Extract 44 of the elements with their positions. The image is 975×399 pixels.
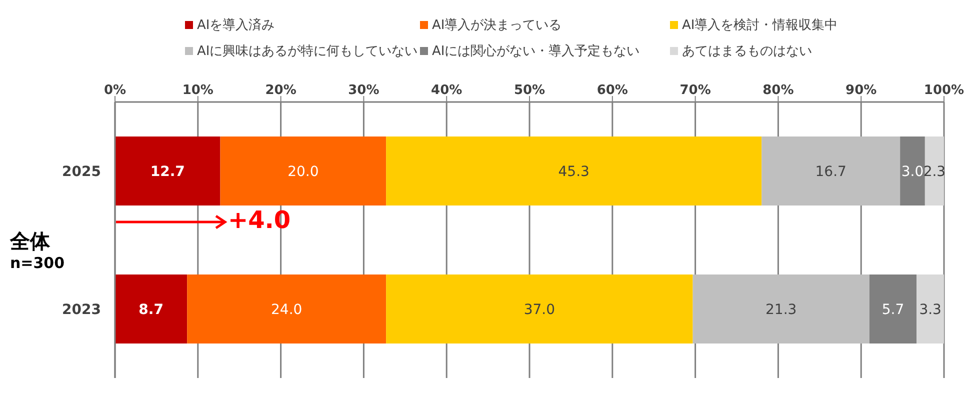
data-label: 5.7 [882,302,904,318]
data-label: 16.7 [815,164,846,180]
bar [220,136,386,206]
bar [115,274,188,344]
x-tick-label: 100% [924,83,964,98]
annotation: +4.0 [228,206,291,234]
data-label: 21.3 [766,302,797,318]
text: n=300 [10,254,65,272]
x-tick-label: 50% [514,83,546,98]
legend-label: AI導入が決まっている [432,17,562,34]
bar [692,274,870,344]
data-label: 20.0 [288,164,319,180]
data-label: 37.0 [524,302,556,318]
bar [187,274,386,344]
x-tick-label: 90% [846,83,877,98]
data-label: 3.3 [919,302,942,318]
data-label: 3.0 [901,164,924,180]
legend-label: AI導入を検討・情報収集中 [682,17,838,34]
bar [762,136,900,206]
x-tick-label: 0% [104,83,126,98]
data-label: 12.7 [150,164,185,180]
x-tick-label: 40% [431,83,462,98]
x-tick-label: 30% [348,83,380,98]
bar [916,274,944,344]
legend-label: AIに興味はあるが特に何もしていない [197,43,418,60]
data-label: 24.0 [271,302,302,318]
legend-label: あてはまるものはない [682,43,812,60]
y-tick-label: 2025 [62,164,101,180]
x-tick-label: 20% [265,83,296,98]
bar [900,136,925,206]
legend-label: AIには関心がない・導入予定もない [432,43,640,60]
x-tick-label: 80% [762,83,794,98]
x-tick-label: 10% [182,83,214,98]
bar [386,136,762,206]
x-tick-label: 60% [596,83,628,98]
text: 全体 [10,228,50,255]
legend-label: AIを導入済み [197,17,275,34]
bar [869,274,917,344]
data-label: 8.7 [138,302,164,318]
bar [115,136,220,206]
data-label: 45.3 [558,164,590,180]
y-tick-label: 2023 [62,302,101,318]
bar [386,274,693,344]
x-tick-label: 70% [680,83,711,98]
